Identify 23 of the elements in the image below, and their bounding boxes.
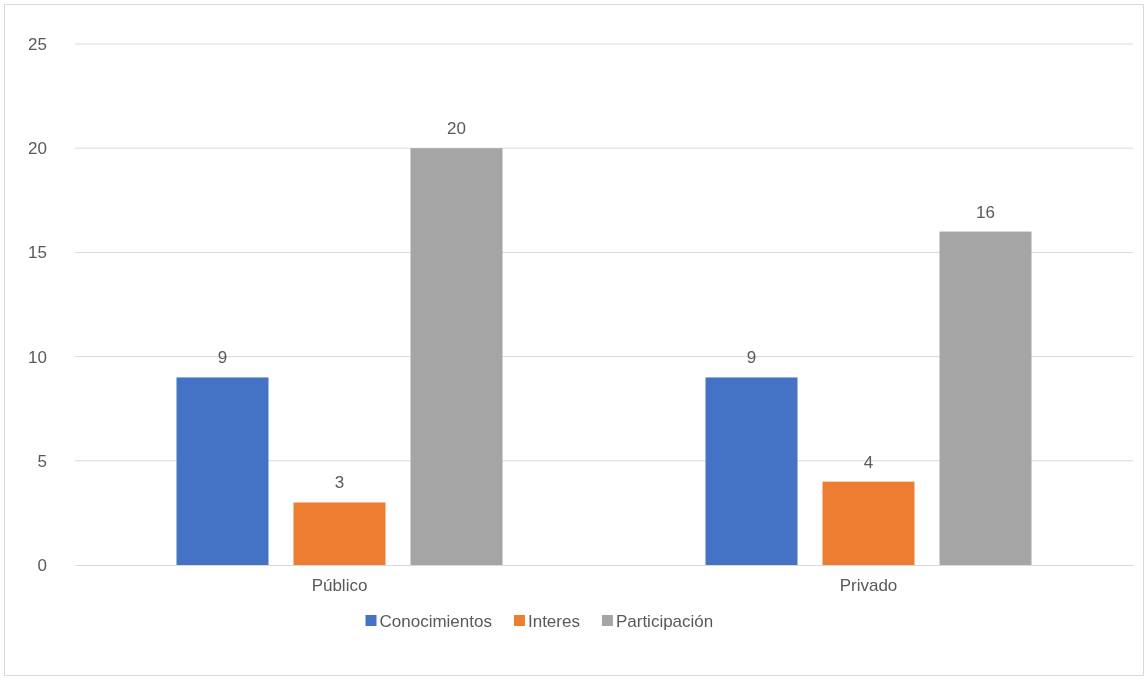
bar [705,377,798,565]
bar [822,481,915,565]
x-tick-label: Público [311,576,368,596]
bar [176,377,269,565]
x-tick-label: Privado [839,576,898,596]
data-label: 16 [976,202,995,222]
legend-label: Participación [615,612,714,631]
legend-label: Conocimientos [379,612,492,631]
data-label: 9 [746,348,757,368]
y-tick-label: 20 [28,139,47,159]
y-tick-label: 0 [37,555,47,575]
bar [939,231,1032,565]
bar [293,502,386,565]
data-label: 9 [217,348,228,368]
data-label: 3 [334,473,345,493]
y-tick-label: 10 [28,347,47,367]
legend-label: Interes [527,612,580,631]
data-label: 20 [447,119,466,139]
y-tick-label: 5 [37,451,47,471]
y-tick-label: 15 [28,243,47,263]
y-tick-label: 25 [28,34,47,54]
bar [410,148,503,565]
data-label: 4 [863,452,874,472]
